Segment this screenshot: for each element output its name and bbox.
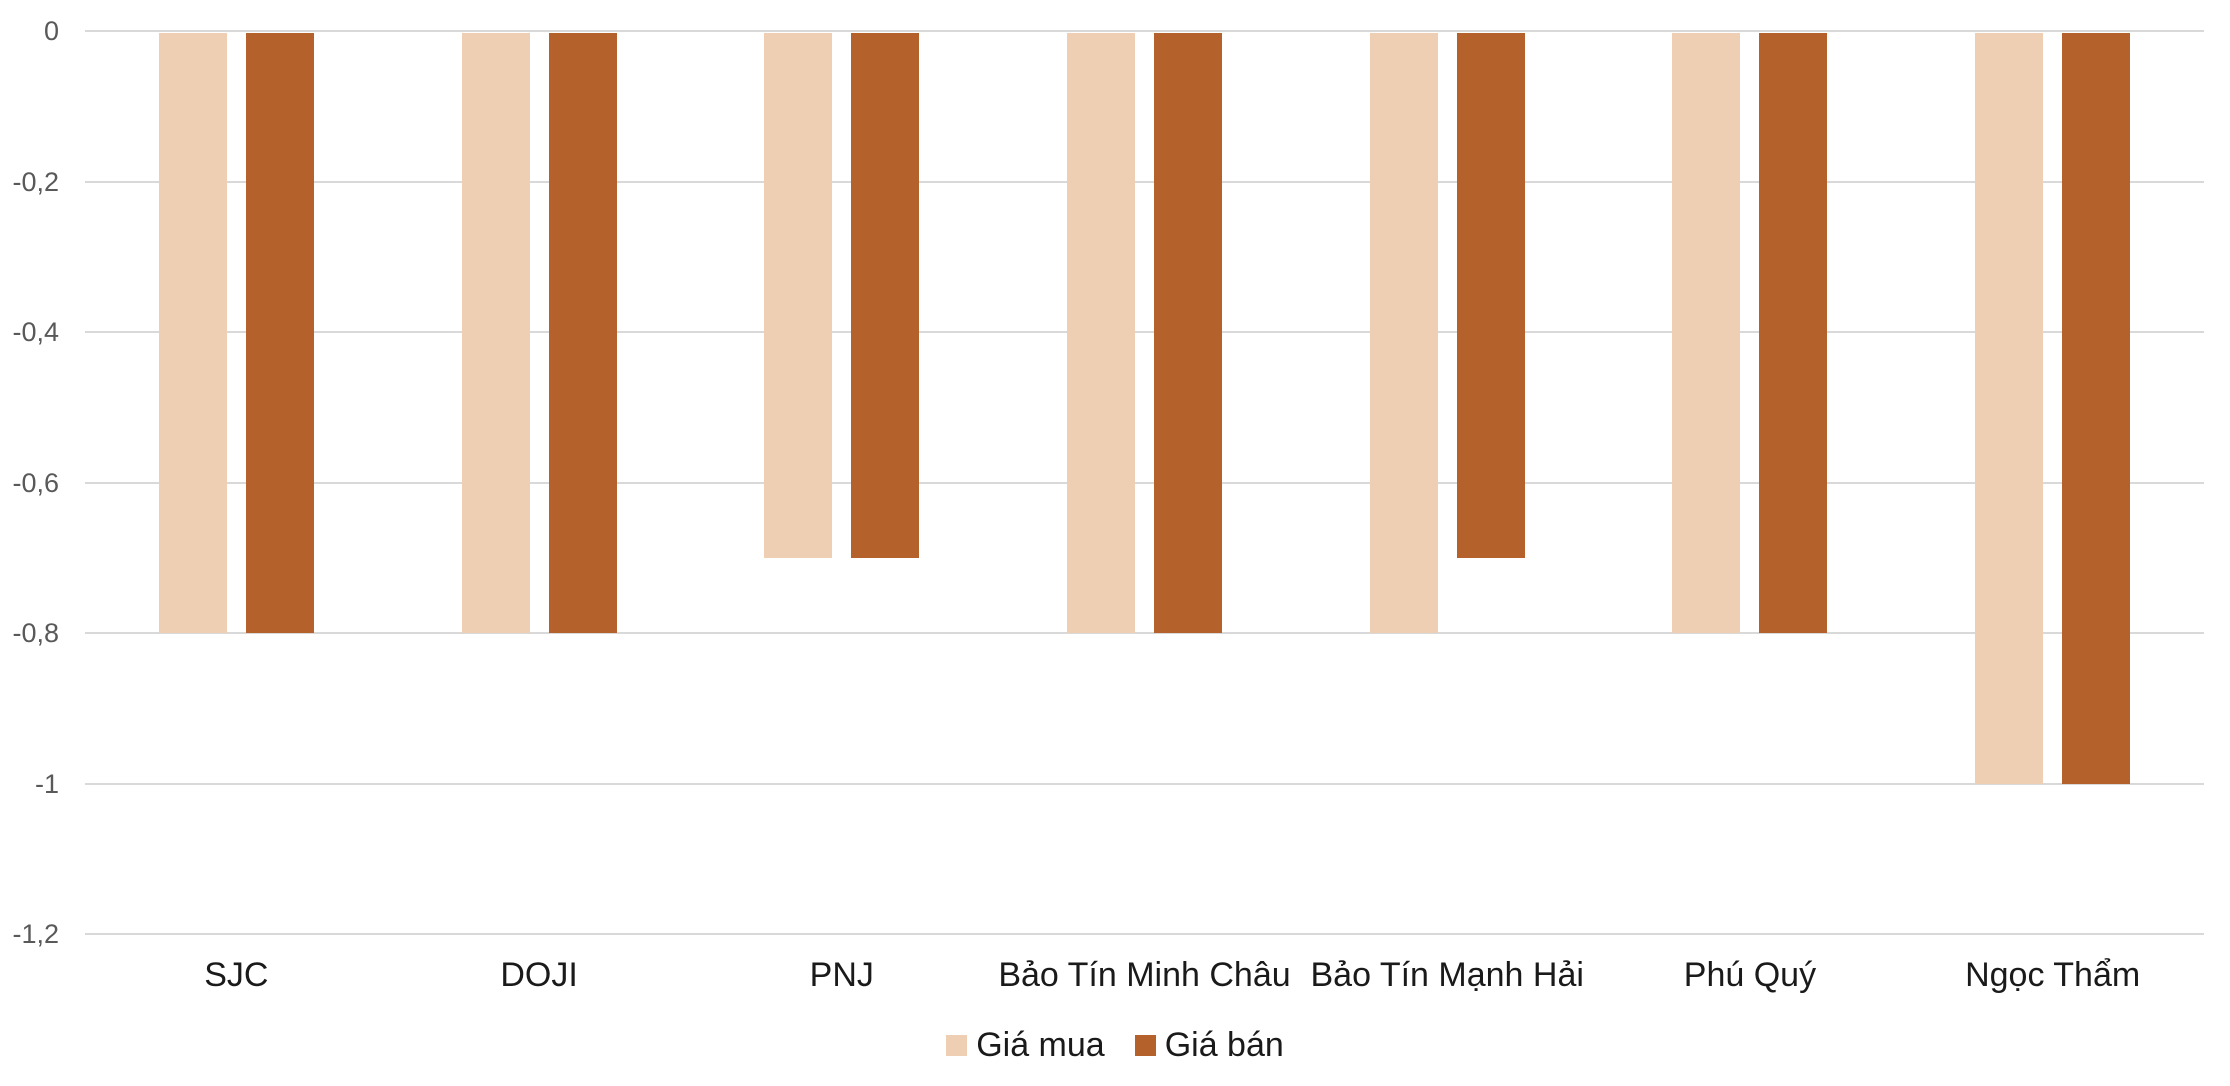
gridline [85, 180, 2204, 183]
y-tick-label: -0,6 [12, 467, 59, 498]
legend-item-gia-ban: Giá bán [1134, 1026, 1284, 1065]
bar [1067, 33, 1135, 633]
bar [461, 33, 530, 633]
x-category-label: Bảo Tín Mạnh Hải [1310, 956, 1584, 994]
bar [158, 33, 227, 633]
x-category-label: PNJ [809, 956, 874, 994]
x-category-label: Phú Quý [1683, 956, 1817, 994]
legend-swatch-gia-mua [946, 1035, 968, 1056]
gridline [85, 481, 2204, 484]
bar [1456, 33, 1525, 558]
x-category-label: Ngọc Thẩm [1965, 956, 2141, 994]
y-tick-label: -1 [34, 768, 59, 799]
x-category-label: DOJI [500, 956, 578, 994]
y-tick-label: -0,4 [12, 317, 59, 347]
bar [548, 33, 617, 633]
legend-label-gia-ban: Giá bán [1164, 1026, 1284, 1064]
bar [1672, 33, 1741, 633]
y-tick-label: 0 [43, 16, 59, 46]
gridline [85, 30, 2204, 32]
bar [851, 33, 920, 558]
gridline [85, 933, 2204, 935]
bar [1759, 33, 1828, 633]
legend: Giá mua Giá bán [0, 1026, 2230, 1065]
gridline [85, 632, 2204, 634]
gridline [85, 782, 2204, 785]
bar [2062, 33, 2131, 784]
bar [764, 33, 833, 558]
bar [1369, 33, 1438, 633]
y-tick-label: -0,8 [12, 618, 59, 648]
legend-label-gia-mua: Giá mua [976, 1026, 1105, 1064]
bar [1975, 33, 2044, 784]
y-tick-label: -0,2 [12, 166, 59, 197]
legend-item-gia-mua: Giá mua [946, 1026, 1105, 1065]
bar [1154, 33, 1222, 633]
x-category-label: SJC [204, 956, 269, 994]
x-category-label: Bảo Tín Minh Châu [998, 956, 1291, 994]
gridline [85, 331, 2204, 333]
y-tick-label: -1,2 [12, 919, 59, 949]
bar [245, 33, 314, 633]
legend-swatch-gia-ban [1134, 1035, 1156, 1056]
